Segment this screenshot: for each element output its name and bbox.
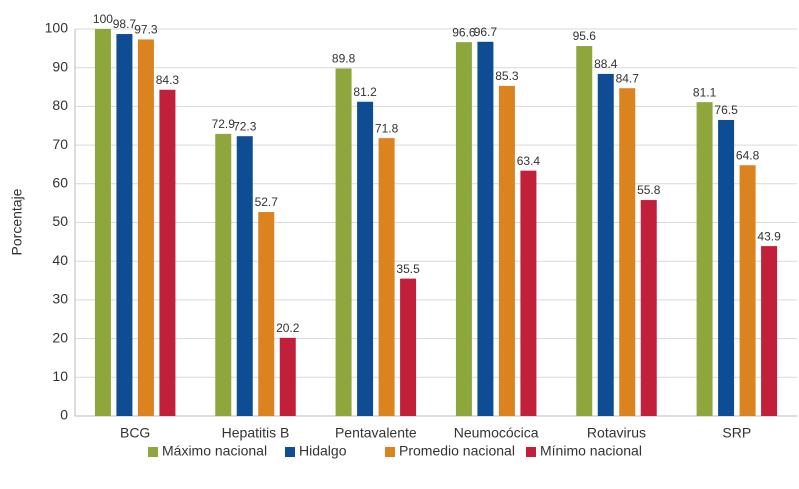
value-label: 98.7: [113, 17, 137, 31]
value-label: 81.2: [353, 85, 377, 99]
value-label: 84.7: [616, 71, 640, 85]
bar: [236, 136, 253, 416]
bar: [520, 170, 537, 416]
legend-swatch: [526, 447, 536, 457]
y-tick-label: 90: [52, 58, 68, 74]
legend-label: Máximo nacional: [162, 443, 267, 459]
y-tick-label: 80: [52, 97, 68, 113]
value-label: 100: [93, 12, 113, 26]
value-label: 89.8: [332, 52, 356, 66]
value-label: 76.5: [714, 103, 738, 117]
value-label: 52.7: [255, 195, 279, 209]
value-label: 71.8: [375, 121, 399, 135]
x-tick-label: Pentavalente: [335, 425, 417, 441]
bar: [696, 102, 713, 416]
value-label: 84.3: [156, 73, 180, 87]
y-tick-label: 60: [52, 175, 68, 191]
bar: [761, 246, 778, 416]
bar: [279, 337, 296, 416]
bar: [400, 278, 417, 416]
bar: [215, 133, 232, 416]
y-tick-label: 100: [45, 20, 69, 36]
x-tick-label: Hepatitis B: [222, 425, 290, 441]
value-label: 20.2: [276, 321, 300, 335]
bar: [619, 88, 636, 416]
bar: [335, 68, 352, 416]
bar: [739, 165, 756, 416]
y-axis-label: Porcentaje: [9, 188, 25, 255]
value-label: 43.9: [757, 229, 781, 243]
value-label: 72.3: [233, 119, 257, 133]
y-tick-label: 0: [60, 407, 68, 423]
bar: [477, 41, 494, 417]
bar: [258, 212, 275, 416]
value-label: 55.8: [637, 183, 661, 197]
bar: [94, 29, 111, 416]
bar: [159, 89, 176, 416]
legend-label: Hidalgo: [299, 443, 347, 459]
bar: [597, 73, 614, 416]
legend-swatch: [285, 447, 295, 457]
value-label: 96.6: [452, 25, 476, 39]
bar: [137, 39, 154, 416]
value-label: 97.3: [134, 23, 158, 37]
value-label: 64.8: [736, 148, 760, 162]
legend-swatch: [385, 447, 395, 457]
legend-label: Promedio nacional: [399, 443, 515, 459]
y-tick-label: 40: [52, 252, 68, 268]
value-label: 35.5: [396, 262, 420, 276]
bar: [498, 85, 515, 416]
x-tick-label: SRP: [722, 425, 751, 441]
x-tick-label: BCG: [120, 425, 150, 441]
value-label: 85.3: [495, 69, 519, 83]
value-label: 81.1: [693, 85, 717, 99]
bar: [455, 42, 472, 417]
bar: [718, 119, 735, 416]
y-tick-label: 10: [52, 368, 68, 384]
bar: [116, 34, 133, 416]
bar: [576, 46, 593, 416]
value-label: 95.6: [573, 29, 597, 43]
x-tick-label: Rotavirus: [587, 425, 646, 441]
legend-swatch: [148, 447, 158, 457]
legend-label: Mínimo nacional: [540, 443, 642, 459]
value-label: 88.4: [594, 57, 618, 71]
value-label: 63.4: [517, 154, 541, 168]
bar: [378, 138, 395, 416]
y-tick-label: 70: [52, 136, 68, 152]
value-label: 96.7: [474, 25, 498, 39]
bar: [357, 101, 374, 417]
x-tick-label: Neumocócica: [454, 425, 539, 441]
y-tick-label: 30: [52, 291, 68, 307]
y-tick-label: 50: [52, 213, 68, 229]
y-tick-label: 20: [52, 329, 68, 345]
bar: [640, 200, 657, 416]
value-label: 72.9: [212, 117, 236, 131]
